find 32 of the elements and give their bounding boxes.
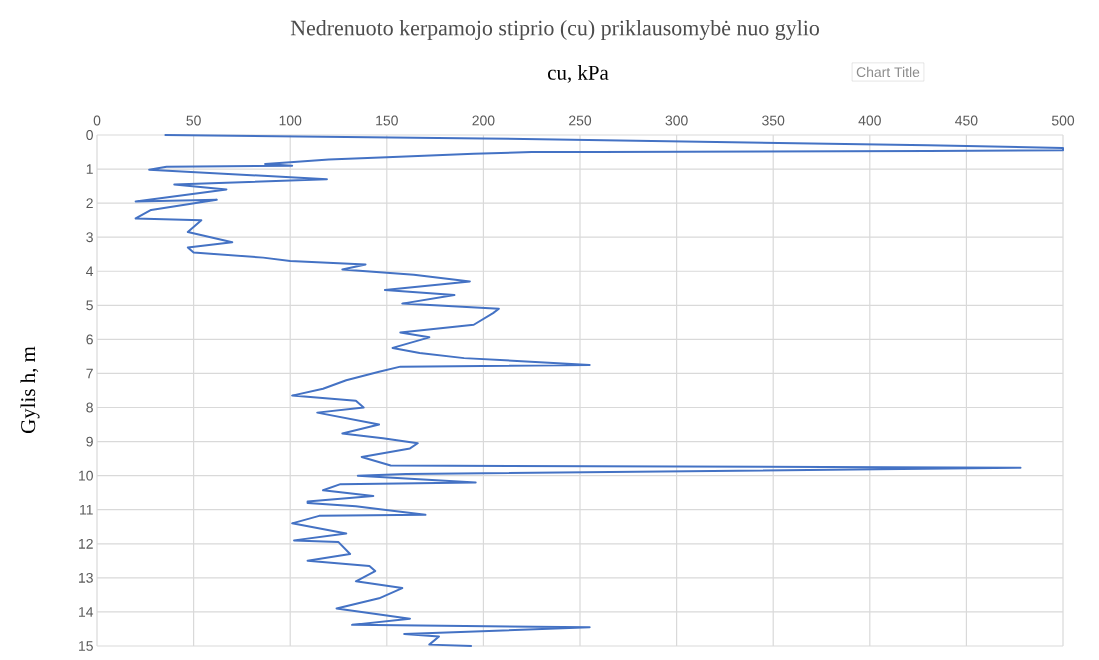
x-tick-label: 100 <box>279 115 302 126</box>
x-tick-label: 150 <box>376 115 398 126</box>
y-tick-label: 2 <box>86 198 93 208</box>
line-series <box>134 133 1065 647</box>
y-axis-title: Gylis h, m <box>20 346 40 434</box>
y-tick-label: 7 <box>86 368 93 379</box>
chart-title: Nedrenuoto kerpamojo stiprio (cu) priklausomybė nuo gylio <box>290 20 819 40</box>
x-tick-label: 400 <box>858 115 881 126</box>
x-tick-label: 250 <box>569 115 592 126</box>
y-tick-label: 4 <box>86 266 94 277</box>
y-tick-label: 3 <box>86 232 93 243</box>
x-tick-label: 0 <box>93 115 101 126</box>
y-tick-label: 8 <box>86 402 93 413</box>
x-tick-label: 50 <box>186 115 201 126</box>
text: Chart Title <box>856 66 920 78</box>
x-axis-title: cu, kPa <box>548 65 609 83</box>
y-tick-label: 1 <box>86 164 93 174</box>
y-tick-label: 14 <box>79 607 94 617</box>
y-tick-label: 15 <box>79 641 93 651</box>
y-tick-label: 5 <box>86 300 93 311</box>
y-tick-label: 9 <box>86 436 93 447</box>
x-tick-label: 350 <box>762 115 785 126</box>
y-tick-label: 0 <box>86 130 93 140</box>
y-tick-label: 13 <box>79 572 93 583</box>
y-tick-label: 6 <box>86 334 93 345</box>
y-tick-label: 10 <box>79 470 93 481</box>
x-tick-label: 200 <box>472 115 495 126</box>
y-tick-label: 11 <box>80 504 93 515</box>
y-tick-label: 12 <box>79 538 93 549</box>
x-tick-label: 500 <box>1051 115 1075 126</box>
x-tick-label: 300 <box>665 115 688 126</box>
x-tick-label: 450 <box>955 115 978 126</box>
